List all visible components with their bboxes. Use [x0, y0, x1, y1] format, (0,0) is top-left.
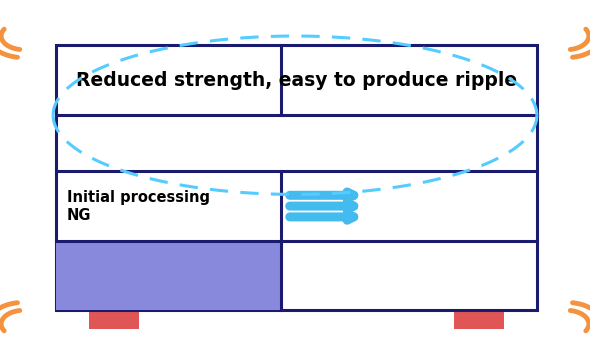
- Bar: [454, 310, 504, 329]
- Bar: [56, 241, 281, 310]
- Bar: [88, 310, 139, 329]
- Text: Initial processing: Initial processing: [67, 190, 209, 204]
- Text: NG: NG: [67, 208, 91, 222]
- Bar: [56, 45, 537, 310]
- Text: Reduced strength, easy to produce ripple: Reduced strength, easy to produce ripple: [76, 71, 517, 90]
